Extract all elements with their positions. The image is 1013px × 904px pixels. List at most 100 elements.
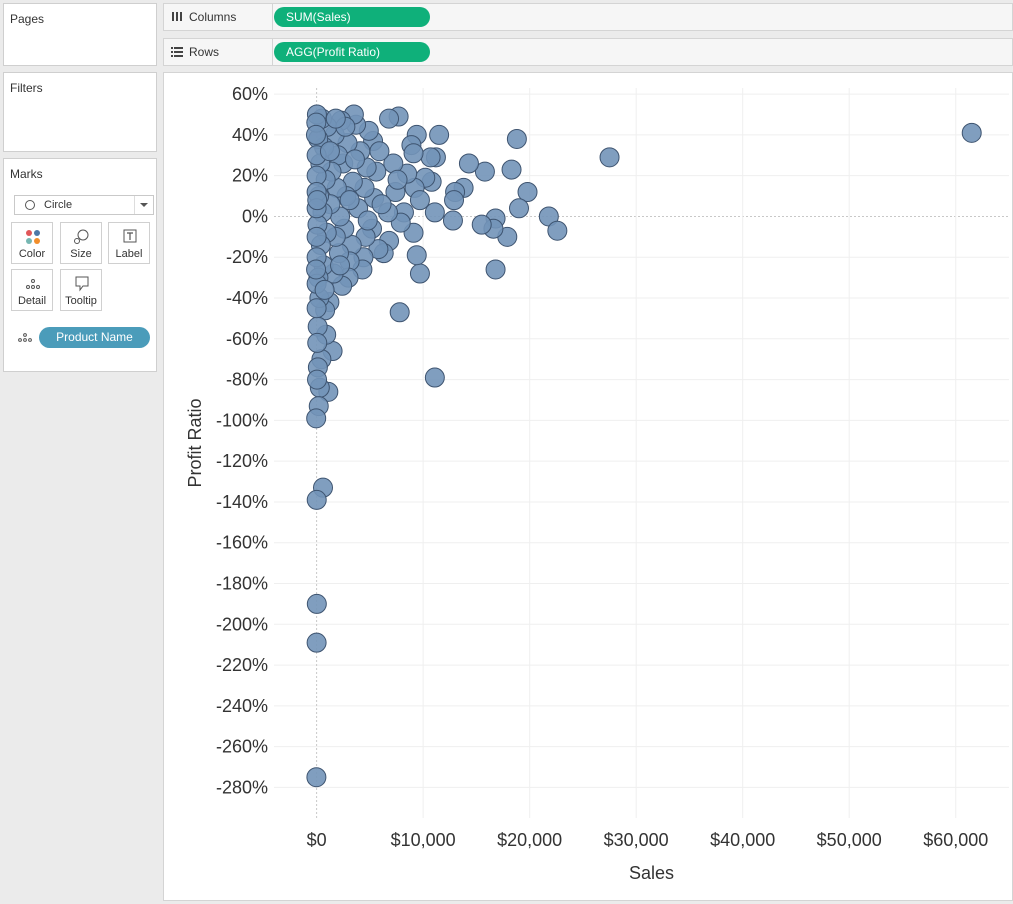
y-tick-label: -80%: [226, 370, 268, 390]
columns-shelf-label: Columns: [164, 4, 273, 30]
scatter-point[interactable]: [306, 408, 327, 429]
scatter-point[interactable]: [517, 181, 538, 202]
tooltip-icon: [75, 276, 89, 292]
y-tick-label: 20%: [232, 166, 268, 186]
y-tick-label: -220%: [216, 655, 268, 675]
detail-label: Detail: [17, 295, 47, 307]
scatter-point[interactable]: [307, 369, 328, 390]
scatter-point[interactable]: [387, 169, 408, 190]
product-name-pill[interactable]: Product Name: [39, 327, 150, 348]
agg-profit-ratio-pill[interactable]: AGG(Profit Ratio): [274, 42, 430, 62]
tooltip-button[interactable]: Tooltip: [60, 269, 102, 311]
x-tick-label: $20,000: [497, 830, 562, 850]
pages-card: Pages: [3, 3, 157, 66]
y-tick-label: -180%: [216, 574, 268, 594]
scatter-point[interactable]: [961, 122, 982, 143]
scatter-point[interactable]: [442, 210, 463, 231]
detail-dots-icon: [26, 279, 40, 289]
marks-title: Marks: [10, 167, 43, 181]
x-tick-label: $50,000: [817, 830, 882, 850]
scatter-point[interactable]: [306, 489, 327, 510]
scatter-point[interactable]: [389, 302, 410, 323]
y-tick-label: -120%: [216, 451, 268, 471]
scatter-plot-svg[interactable]: 60% 40% 20% 0% -20% -40% -60% -80% -100% -120% -14…: [164, 73, 1013, 902]
size-icon: [74, 229, 89, 244]
y-tick-label: -280%: [216, 777, 268, 797]
detail-button[interactable]: Detail: [11, 269, 53, 311]
scatter-point[interactable]: [471, 214, 492, 235]
scatter-point[interactable]: [306, 259, 327, 280]
y-axis-title: Profit Ratio: [185, 398, 205, 487]
scatter-point[interactable]: [369, 141, 390, 162]
scatter-point[interactable]: [344, 149, 365, 170]
scatter-point[interactable]: [306, 298, 327, 319]
y-tick-label: -40%: [226, 288, 268, 308]
y-tick-label: -20%: [226, 247, 268, 267]
size-button[interactable]: Size: [60, 222, 102, 264]
scatter-point[interactable]: [403, 143, 424, 164]
scatter-point[interactable]: [599, 147, 620, 168]
y-tick-label: -140%: [216, 492, 268, 512]
label-button[interactable]: Label: [108, 222, 150, 264]
columns-label: Columns: [189, 10, 237, 24]
scatter-point[interactable]: [307, 332, 328, 353]
scatter-point[interactable]: [339, 190, 360, 211]
rows-label: Rows: [189, 45, 220, 59]
y-tick-label: 60%: [232, 84, 268, 104]
y-tick-label: -60%: [226, 329, 268, 349]
scatter-point[interactable]: [325, 108, 346, 129]
scatter-point[interactable]: [306, 632, 327, 653]
scatter-point[interactable]: [409, 190, 430, 211]
mark-type-value: Circle: [44, 199, 73, 211]
scatter-point[interactable]: [485, 259, 506, 280]
scatter-point[interactable]: [429, 124, 450, 145]
text-label-icon: [123, 229, 137, 243]
scatter-point[interactable]: [509, 198, 529, 219]
rows-shelf-label: Rows: [164, 39, 273, 65]
columns-shelf[interactable]: Columns SUM(Sales): [163, 3, 1013, 31]
scatter-point[interactable]: [406, 245, 427, 266]
scatter-point[interactable]: [409, 263, 430, 284]
columns-icon: [172, 12, 182, 21]
chevron-down-icon[interactable]: [134, 196, 153, 214]
scatter-point[interactable]: [319, 141, 340, 162]
y-tick-label: 0%: [242, 206, 268, 226]
x-tick-label: $60,000: [923, 830, 988, 850]
scatter-point[interactable]: [506, 128, 527, 149]
filters-card[interactable]: Filters: [3, 72, 157, 152]
scatter-point[interactable]: [424, 367, 445, 388]
detail-dots-icon: [18, 333, 32, 342]
mark-type-dropdown[interactable]: Circle: [14, 195, 154, 215]
filters-title: Filters: [10, 81, 43, 95]
color-button[interactable]: Color: [11, 222, 53, 264]
scatter-point[interactable]: [357, 210, 378, 231]
scatter-point[interactable]: [307, 190, 328, 211]
scatter-point[interactable]: [306, 593, 327, 614]
x-tick-label: $30,000: [604, 830, 669, 850]
scatter-point[interactable]: [424, 202, 445, 223]
rows-shelf[interactable]: Rows AGG(Profit Ratio): [163, 38, 1013, 66]
scatter-point[interactable]: [306, 767, 327, 788]
scatter-point[interactable]: [305, 124, 326, 145]
scatter-point[interactable]: [379, 108, 400, 129]
scatter-point[interactable]: [547, 220, 568, 241]
x-axis-title: Sales: [629, 863, 674, 883]
scatter-point[interactable]: [314, 279, 335, 300]
scatter-point[interactable]: [501, 159, 522, 180]
scatter-point[interactable]: [306, 226, 327, 247]
scatter-point[interactable]: [444, 190, 465, 211]
sum-sales-pill[interactable]: SUM(Sales): [274, 7, 430, 27]
scatter-point[interactable]: [458, 153, 479, 174]
scatter-chart[interactable]: 60% 40% 20% 0% -20% -40% -60% -80% -100% -120% -14…: [163, 72, 1013, 901]
scatter-point[interactable]: [474, 161, 495, 182]
pages-title: Pages: [10, 12, 45, 26]
y-tick-label: -100%: [216, 410, 268, 430]
tooltip-label: Tooltip: [65, 295, 97, 307]
marks-card: Marks Circle Color Size Label De: [3, 158, 157, 372]
scatter-point[interactable]: [371, 194, 392, 215]
scatter-point[interactable]: [330, 255, 351, 276]
x-tick-label: $0: [307, 830, 327, 850]
x-tick-label: $40,000: [710, 830, 775, 850]
scatter-point[interactable]: [420, 147, 441, 168]
circle-icon: [25, 200, 35, 210]
